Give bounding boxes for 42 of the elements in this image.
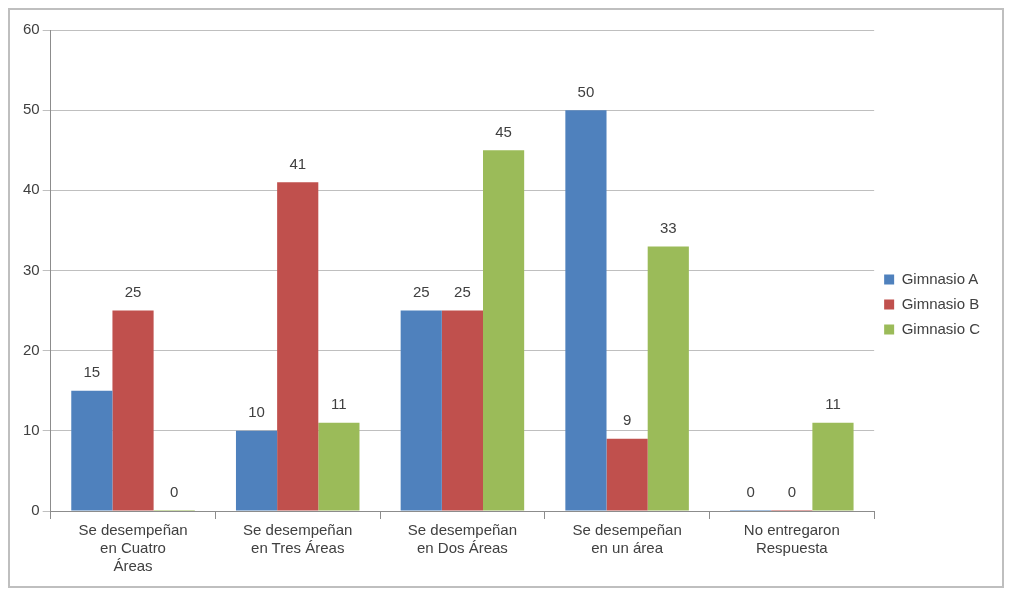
y-tick-label: 20 <box>23 340 40 358</box>
x-tick-label: No entregaron Respuesta <box>743 521 840 557</box>
data-label: 11 <box>331 395 347 413</box>
x-tick-label: Se desempeñan en Cuatro Áreas <box>78 521 188 575</box>
y-tick-label: 40 <box>23 180 40 198</box>
y-tick-label: 30 <box>23 260 40 278</box>
y-tick-label: 50 <box>23 100 40 118</box>
data-label: 0 <box>170 482 179 500</box>
bar <box>812 422 854 511</box>
bar <box>483 150 525 511</box>
x-tick-label: Se desempeñan en Dos Áreas <box>407 521 518 557</box>
bar <box>318 422 360 511</box>
data-label: 11 <box>825 395 841 413</box>
data-label: 10 <box>248 403 265 421</box>
bar <box>112 310 154 511</box>
bar <box>277 182 319 511</box>
data-label: 33 <box>659 219 677 237</box>
bar <box>441 310 483 511</box>
data-label: 41 <box>289 154 307 172</box>
data-label: 15 <box>83 363 101 381</box>
legend-label: Gimnasio C <box>901 319 981 337</box>
bar <box>647 246 689 511</box>
data-label: 0 <box>787 482 796 500</box>
y-tick-label: 0 <box>31 501 40 519</box>
data-label: 25 <box>454 283 471 301</box>
legend-label: Gimnasio B <box>901 294 980 312</box>
bar <box>606 438 648 511</box>
x-tick-label: Se desempeñan en un área <box>572 521 682 557</box>
bar <box>565 110 607 511</box>
data-label: 0 <box>746 482 755 500</box>
data-label: 25 <box>124 283 142 301</box>
data-label: 9 <box>622 411 632 429</box>
x-tick-label: Se desempeñan en Tres Áreas <box>243 521 353 557</box>
data-label: 50 <box>577 82 595 100</box>
data-label: 25 <box>412 283 430 301</box>
bar <box>400 310 442 511</box>
y-tick-label: 10 <box>23 420 40 438</box>
data-label: 45 <box>495 122 512 140</box>
legend-label: Gimnasio A <box>901 269 979 287</box>
bar <box>235 430 278 511</box>
y-tick-label: 60 <box>23 20 40 38</box>
bar <box>71 390 113 511</box>
